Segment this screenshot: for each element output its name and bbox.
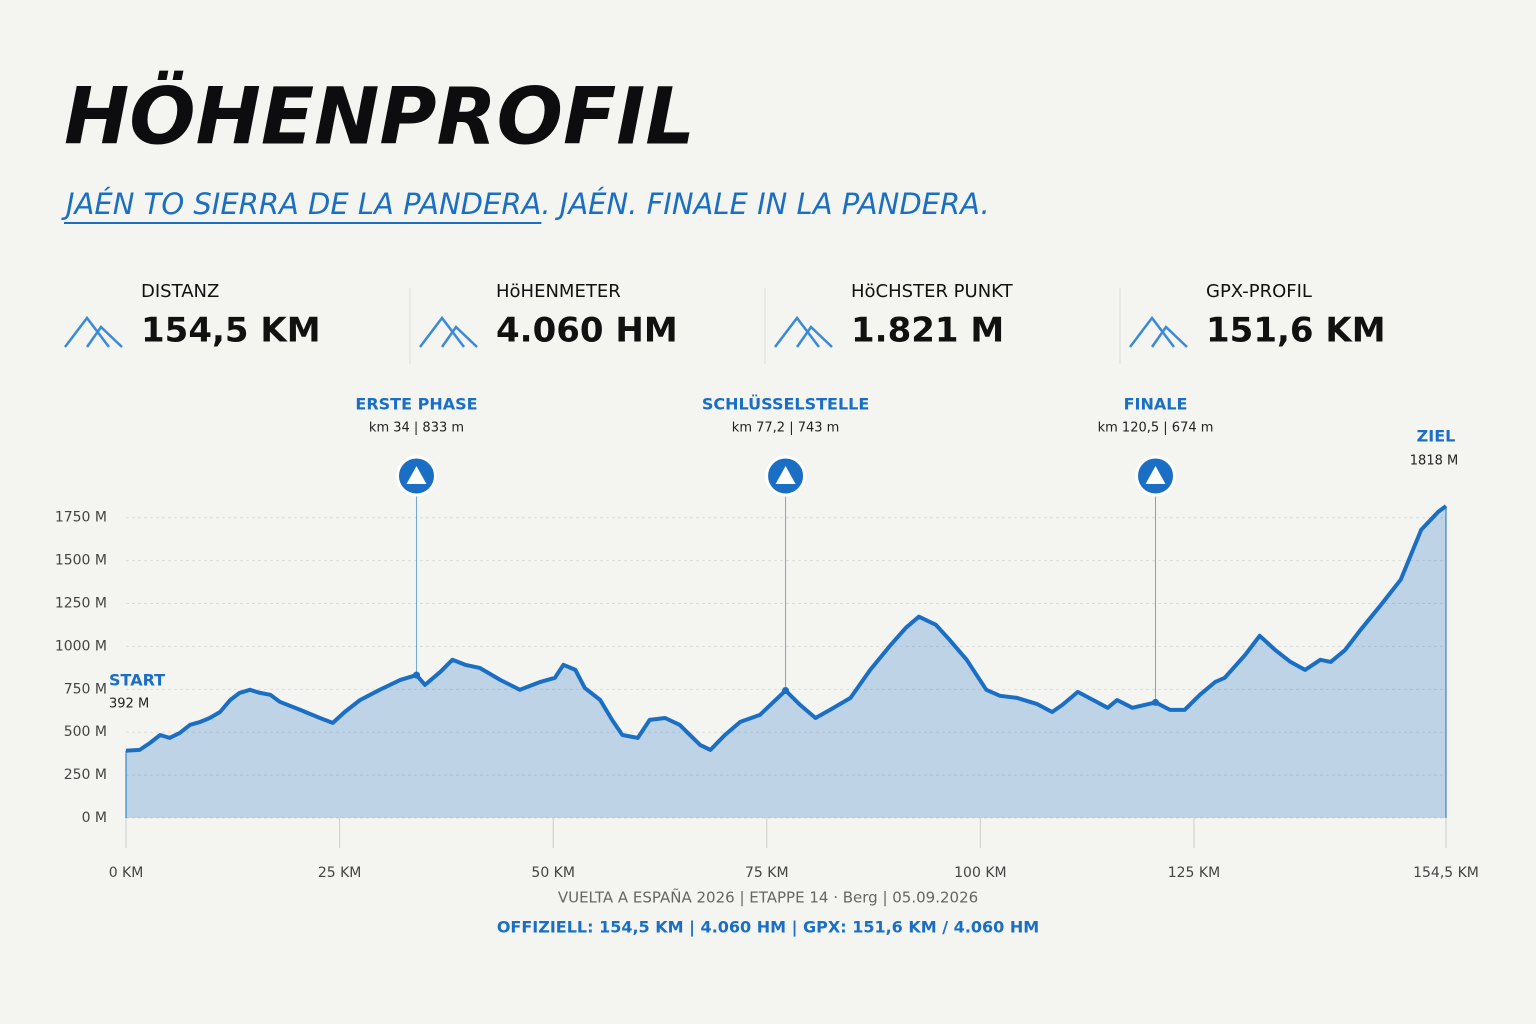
- marker-label: SCHLÜSSELSTELLE: [702, 395, 869, 414]
- finish-text: 1818 M: [1410, 454, 1458, 469]
- x-tick-label: 154,5 KM: [1413, 865, 1479, 881]
- x-tick-label: 0 KM: [109, 865, 144, 881]
- x-tick-label: 50 KM: [531, 865, 575, 881]
- finish-label: ZIEL: [1417, 427, 1456, 446]
- mountain-icon: [64, 315, 123, 348]
- marker-icon: [406, 466, 427, 484]
- title: HÖHENPROFIL: [64, 70, 695, 162]
- subtitle: . JAÉN. FINALE IN LA PANDERA.: [541, 187, 989, 221]
- footer-summary: OFFIZIELL: 154,5 KM | 4.060 HM | GPX: 15…: [497, 918, 1039, 938]
- start-label: START: [109, 671, 165, 690]
- stat-label: DISTANZ: [141, 281, 219, 302]
- mountain-icon: [419, 315, 478, 348]
- y-tick-label: 750 M: [64, 681, 107, 697]
- x-tick-label: 25 KM: [318, 865, 362, 881]
- mountain-icon: [1129, 315, 1188, 348]
- stat-value: 1.821 M: [851, 311, 1004, 351]
- stat-value: 151,6 KM: [1206, 311, 1386, 351]
- stat-value: 4.060 HM: [496, 311, 678, 351]
- x-tick-label: 100 KM: [954, 865, 1006, 881]
- mountain-icon: [774, 315, 833, 348]
- marker-icon: [775, 466, 796, 484]
- marker-point: [1152, 698, 1160, 706]
- stat-label: GPX-PROFIL: [1206, 281, 1312, 302]
- marker-label: ERSTE PHASE: [355, 395, 477, 414]
- footer-info: VUELTA A ESPAÑA 2026 | ETAPPE 14 · Berg …: [558, 888, 978, 907]
- y-tick-label: 1750 M: [55, 510, 107, 526]
- area: [126, 506, 1446, 818]
- marker-point: [782, 687, 790, 695]
- stat-label: HöHENMETER: [496, 281, 621, 302]
- subtitle-link[interactable]: JAÉN TO SIERRA DE LA PANDERA: [61, 187, 541, 221]
- marker-label: FINALE: [1124, 395, 1188, 414]
- x-tick-label: 125 KM: [1168, 865, 1220, 881]
- stat-value: 154,5 KM: [141, 311, 321, 351]
- y-tick-label: 1500 M: [55, 553, 107, 569]
- marker-text: km 77,2 | 743 m: [732, 421, 840, 436]
- marker-text: km 120,5 | 674 m: [1098, 421, 1214, 436]
- y-tick-label: 250 M: [64, 767, 107, 783]
- profile-line: [125, 504, 1448, 753]
- start-text: 392 M: [109, 697, 149, 712]
- x-tick-label: 75 KM: [745, 865, 789, 881]
- stat-label: HöCHSTER PUNKT: [851, 281, 1014, 302]
- y-tick-label: 1000 M: [55, 638, 107, 654]
- marker-icon: [1145, 466, 1166, 484]
- marker-point: [412, 671, 420, 679]
- y-tick-label: 500 M: [64, 724, 107, 740]
- marker-text: km 34 | 833 m: [369, 421, 464, 436]
- y-tick-label: 0 M: [82, 810, 107, 826]
- y-tick-label: 1250 M: [55, 596, 107, 612]
